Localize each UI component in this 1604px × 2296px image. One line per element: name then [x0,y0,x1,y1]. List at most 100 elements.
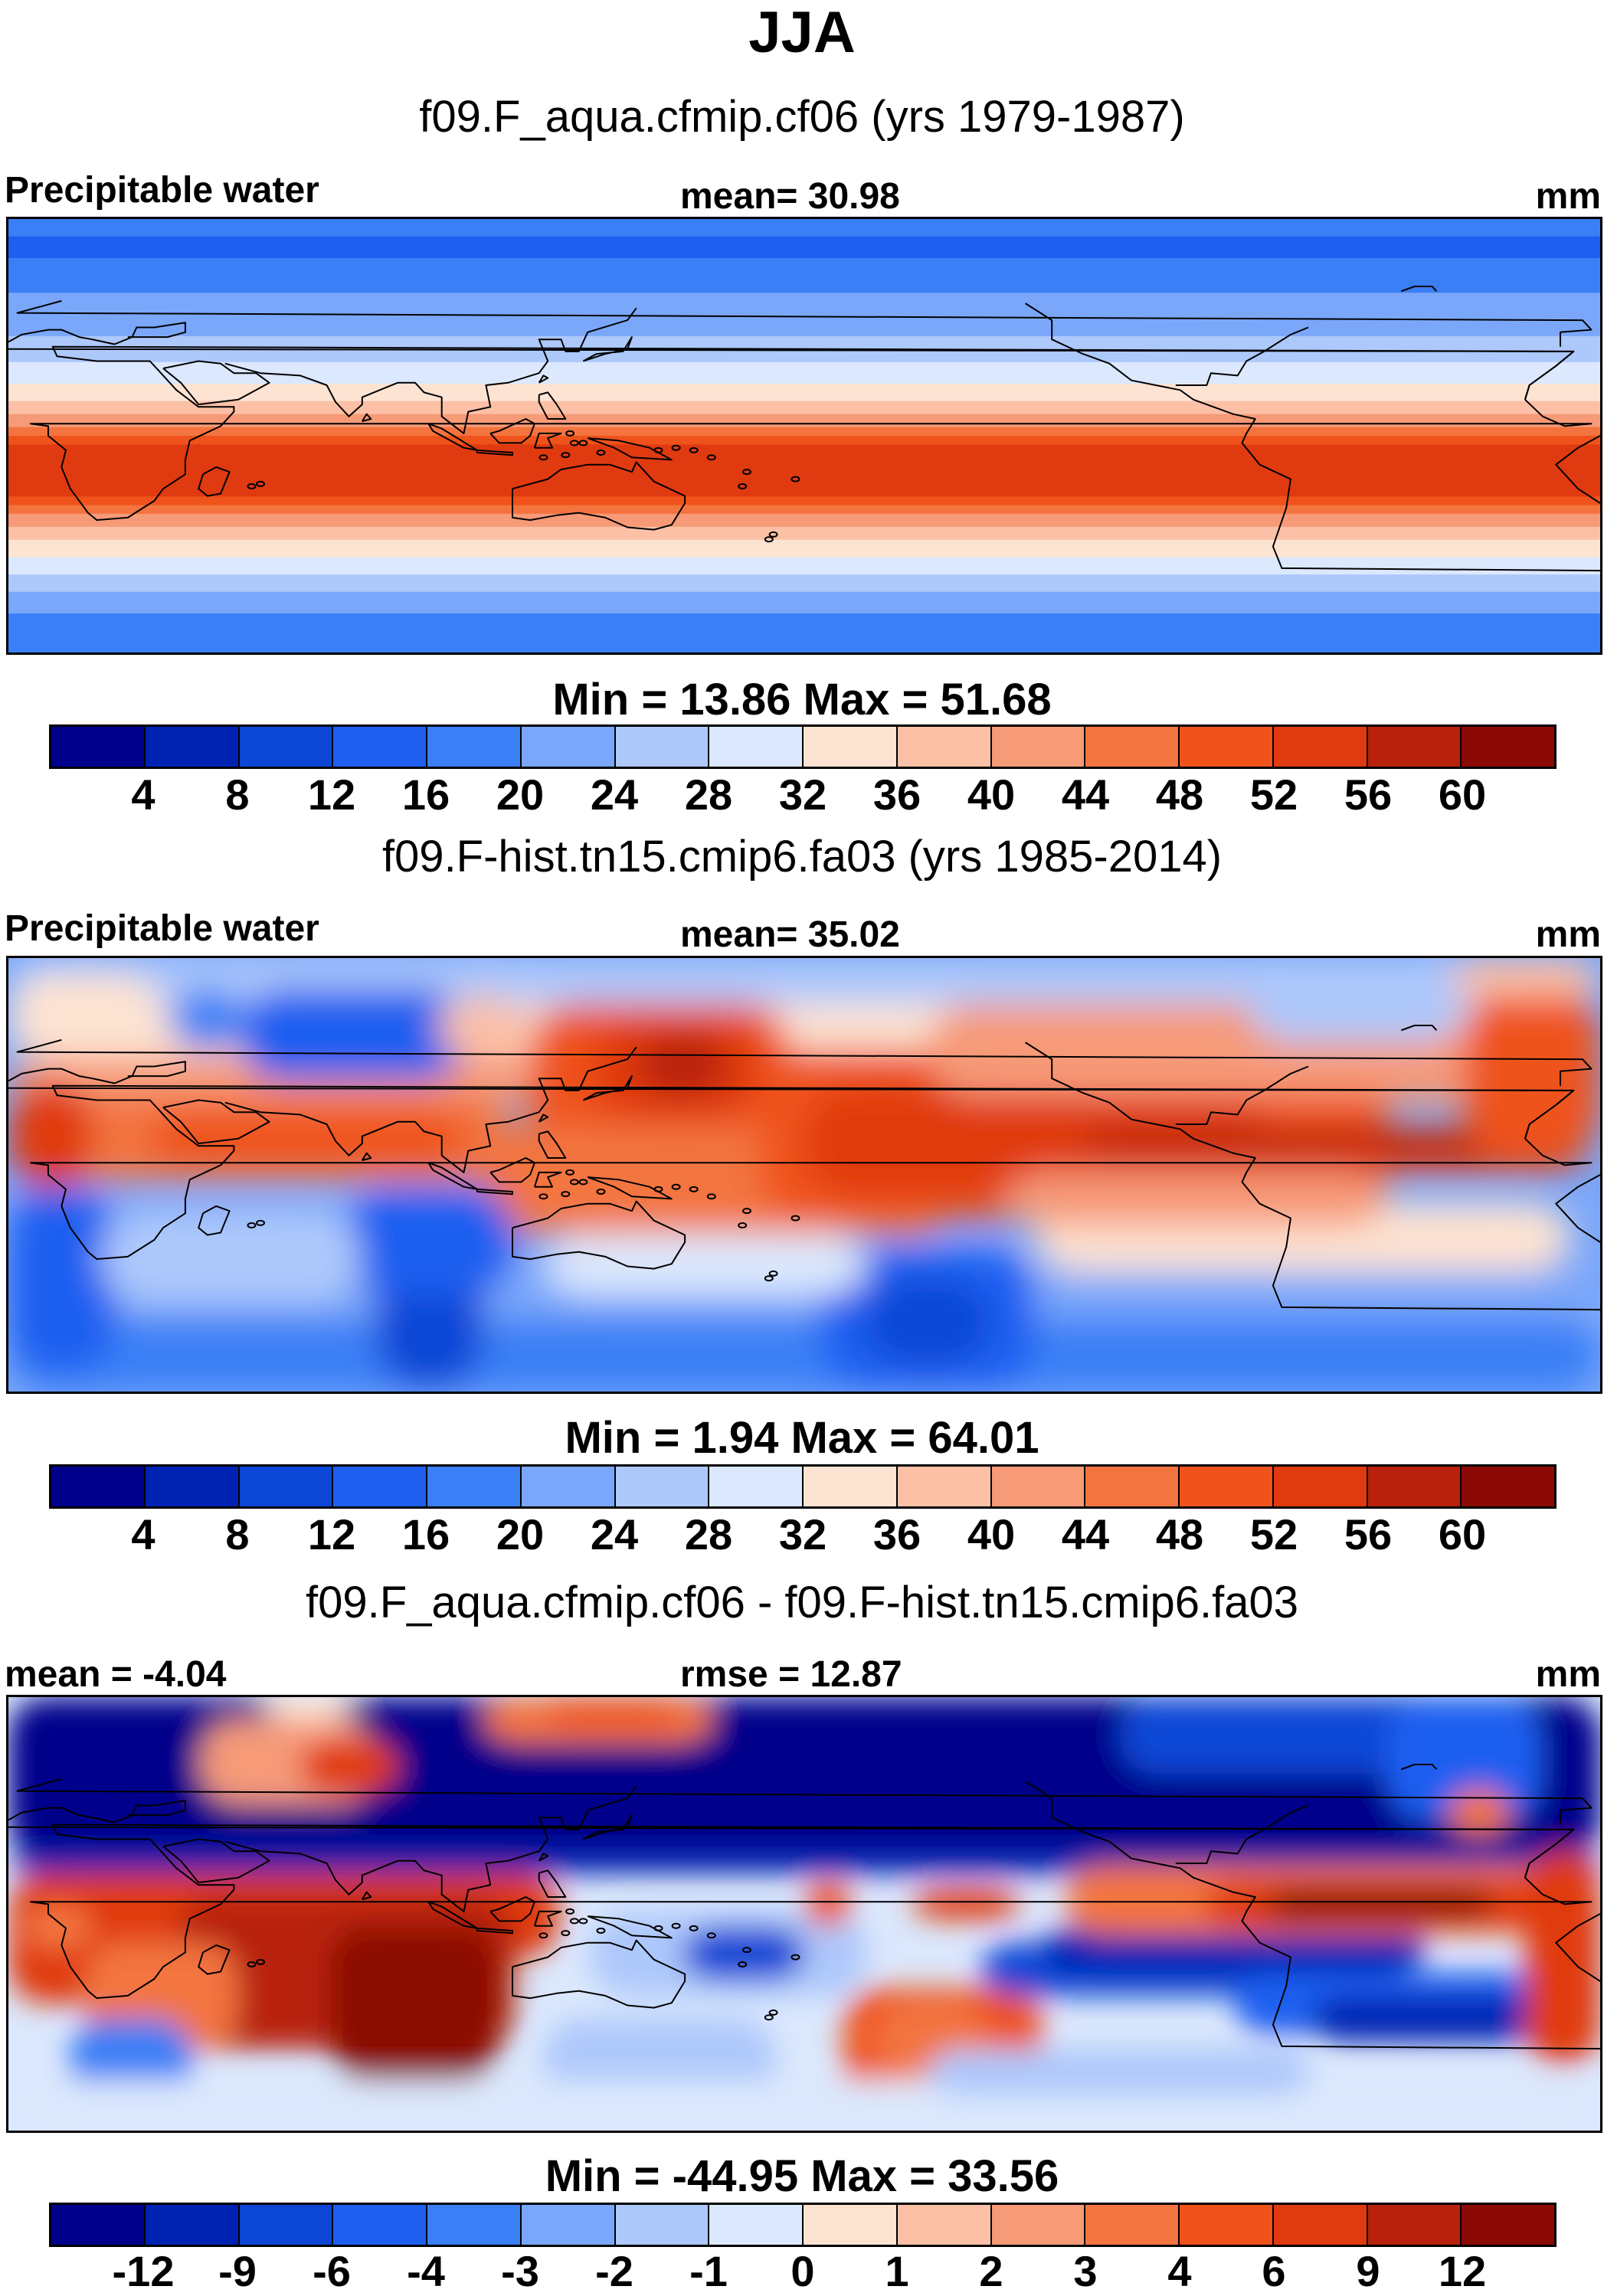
panel-1-minmax: Min = 13.86 Max = 51.68 [552,675,1052,724]
colorbar-swatch [1180,727,1274,767]
panel-2-variable-label: Precipitable water [5,908,319,949]
contour-region [1265,1889,1494,1919]
contour-region [1119,1697,1426,1774]
panel-2-units: mm [1535,914,1601,955]
colorbar-swatch [51,1467,146,1506]
colorbar-tick-label: 36 [872,770,921,819]
colorbar-tick-label: -12 [112,2247,175,2295]
colorbar-tick-label: 3 [1073,2247,1098,2295]
panel-1-colorbar [49,724,1557,769]
contour-region [683,1927,805,1980]
colorbar-swatch [709,727,804,767]
colorbar-swatch [333,727,427,767]
colorbar-tick-label: 56 [1344,770,1393,819]
colorbar-tick-label: 28 [684,1510,733,1558]
colorbar-tick-label: 2 [979,2247,1003,2295]
colorbar-swatch [1273,727,1368,767]
contour-region [1387,1697,1540,1820]
contour-region [545,1697,683,1728]
contour-region [261,1697,353,1720]
contour-band [8,444,1600,498]
colorbar-tick-label: 20 [496,1510,545,1558]
colorbar-swatch [615,2205,710,2245]
panel-3-colorbar-ticks: -12 -9 -6 -4 -3 -2 -1 0 1 2 3 4 6 9 12 [49,2247,1557,2296]
contour-band [8,539,1600,558]
contour-region [1464,989,1600,1157]
colorbar-swatch [427,727,522,767]
contour-band [8,219,1600,237]
contour-region [1449,1789,1510,1835]
coastline [8,1764,1600,2050]
colorbar-tick-label: 32 [778,1510,827,1558]
colorbar-tick-label: 1 [885,2247,909,2295]
colorbar-tick-label: 40 [967,1510,1016,1558]
colorbar-tick-label: 12 [307,1510,356,1558]
contour-band [8,557,1600,576]
colorbar-tick-label: 48 [1155,770,1204,819]
colorbar-swatch [51,2205,146,2245]
contour-region [637,1035,728,1096]
colorbar-swatch [521,727,616,767]
colorbar-tick-label: 12 [307,770,356,819]
colorbar-swatch [991,2205,1086,2245]
colorbar-tick-label: 4 [1167,2247,1192,2295]
contour-band [8,526,1600,541]
contour-region [24,1904,93,1950]
contour-region [8,1081,93,1188]
colorbar-swatch [1180,1467,1274,1506]
colorbar-tick-label: 48 [1155,1510,1204,1558]
colorbar-swatch [991,727,1086,767]
contour-region [8,973,162,1050]
colorbar-tick-label: 16 [401,770,450,819]
contour-band [8,427,1600,437]
panel-1-map [6,217,1602,655]
colorbar-tick-label: 56 [1344,1510,1393,1558]
contour-region [1449,958,1600,996]
colorbar-swatch [1273,1467,1368,1506]
panel-2-map [6,956,1602,1394]
contour-region [330,1927,499,2080]
contour-band [8,293,1600,337]
contour-region [345,1188,514,1295]
coastline [8,286,1600,572]
colorbar-tick-label: 40 [967,770,1016,819]
colorbar-tick-label: 60 [1438,1510,1487,1558]
contour-region [1311,1996,1540,2042]
panel-1-mean: mean= 30.98 [680,176,900,217]
panel-1-colorbar-ticks: 4 8 12 16 20 24 28 32 36 40 44 48 52 56 60 [49,770,1557,819]
colorbar-swatch [1462,1467,1554,1506]
panel-1-case-title: f09.F_aqua.cfmip.cf06 (yrs 1979-1987) [419,92,1185,142]
colorbar-tick-label: 24 [590,770,639,819]
colorbar-swatch [1462,727,1554,767]
contour-region [1004,1173,1387,1226]
colorbar-swatch [1367,2205,1462,2245]
colorbar-tick-label: -4 [407,2247,445,2295]
colorbar-swatch [1367,1467,1462,1506]
contour-region [805,1881,851,1927]
contour-band [8,613,1600,652]
contour-region [1043,1927,1426,1973]
colorbar-swatch [1273,2205,1368,2245]
contour-region [1249,981,1464,1042]
colorbar-swatch [709,2205,804,2245]
colorbar-tick-label: 16 [401,1510,450,1558]
colorbar-tick-label: 12 [1438,2247,1487,2295]
colorbar-tick-label: 36 [872,1510,921,1558]
contour-region [100,1211,361,1303]
contour-band [8,384,1600,402]
colorbar-swatch [145,1467,240,1506]
contour-region [1525,1850,1600,2065]
panel-3-minmax: Min = -44.95 Max = 33.56 [545,2151,1059,2201]
colorbar-swatch [804,2205,898,2245]
contour-band [8,513,1600,528]
colorbar-swatch [615,727,710,767]
colorbar-swatch [521,1467,616,1506]
panel-2-case-title: f09.F-hist.tn15.cmip6.fa03 (yrs 1985-201… [381,832,1223,881]
colorbar-tick-label: 52 [1249,770,1298,819]
colorbar-tick-label: -3 [501,2247,539,2295]
colorbar-tick-label: 44 [1061,1510,1110,1558]
contour-band [8,436,1600,446]
contour-band [8,257,1600,294]
colorbar-tick-label: 8 [225,770,250,819]
panel-3-case-title: f09.F_aqua.cfmip.cf06 - f09.F-hist.tn15.… [306,1578,1298,1627]
